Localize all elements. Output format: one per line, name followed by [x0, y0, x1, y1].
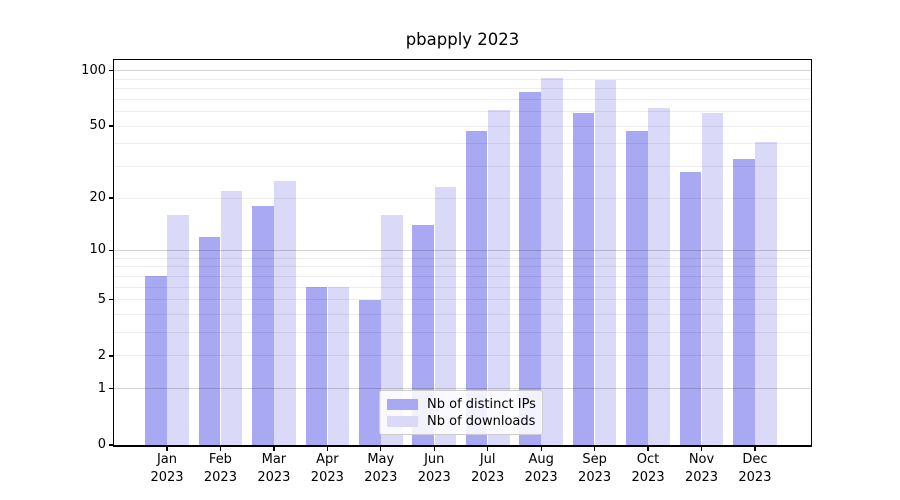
x-tick-label-apr: Apr 2023 — [310, 452, 344, 485]
x-tick-label-nov: Nov 2023 — [684, 452, 719, 485]
x-tick-label-jan: Jan 2023 — [150, 452, 184, 485]
legend-swatch-downloads — [387, 416, 418, 427]
bar-downloads-nov — [701, 112, 724, 445]
bar-distinct-ips-apr — [305, 287, 328, 445]
y-tick-mark-100 — [109, 70, 113, 72]
gridline-2 — [114, 355, 811, 357]
x-tick-label-feb: Feb 2023 — [203, 452, 237, 485]
gridline-100 — [114, 70, 811, 72]
y-tick-label-1: 1 — [97, 380, 106, 396]
y-tick-label-2: 2 — [97, 347, 106, 363]
x-tick-mark-mar — [273, 447, 275, 451]
x-tick-label-mar: Mar 2023 — [257, 452, 291, 485]
bar-downloads-jul — [488, 110, 510, 445]
gridline-40 — [114, 143, 811, 145]
gridline-7 — [114, 275, 811, 277]
gridline-10 — [114, 249, 811, 251]
bar-distinct-ips-oct — [626, 130, 648, 445]
bar-downloads-jan — [167, 215, 189, 445]
gridline-90 — [114, 78, 811, 80]
bar-distinct-ips-dec — [733, 158, 755, 445]
gridline-80 — [114, 88, 811, 89]
legend: Nb of distinct IPs Nb of downloads — [379, 390, 543, 435]
y-tick-label-20: 20 — [89, 190, 106, 205]
x-tick-mark-jul — [487, 447, 489, 451]
bar-downloads-sep — [594, 79, 617, 445]
bar-downloads-oct — [648, 107, 670, 445]
legend-row-downloads: Nb of downloads — [387, 413, 535, 430]
y-tick-mark-2 — [109, 355, 113, 357]
x-tick-mark-jun — [433, 447, 435, 451]
gridline-4 — [114, 313, 811, 315]
y-tick-label-50: 50 — [89, 118, 106, 134]
legend-swatch-distinct-ips — [387, 399, 418, 410]
x-tick-label-sep: Sep 2023 — [578, 452, 612, 485]
bar-downloads-feb — [220, 190, 243, 445]
plot-inner — [114, 60, 811, 445]
y-tick-mark-10 — [109, 249, 113, 252]
gridline-70 — [114, 98, 811, 100]
y-tick-label-0: 0 — [97, 437, 106, 452]
legend-label-downloads: Nb of downloads — [427, 414, 536, 429]
y-tick-label-5: 5 — [97, 291, 106, 307]
y-tick-label-100: 100 — [81, 62, 106, 78]
x-tick-mark-jan — [166, 447, 168, 451]
gridline-20 — [114, 197, 811, 199]
x-tick-label-dec: Dec 2023 — [738, 452, 772, 485]
y-tick-mark-50 — [109, 125, 113, 127]
bar-distinct-ips-jan — [145, 276, 167, 445]
bar-distinct-ips-feb — [198, 236, 221, 445]
x-tick-mark-feb — [219, 447, 222, 451]
gridline-9 — [114, 257, 811, 259]
gridline-5 — [114, 299, 811, 301]
gridline-3 — [114, 332, 811, 334]
y-tick-mark-5 — [109, 299, 113, 301]
gridline-6 — [114, 286, 811, 288]
x-tick-label-jul: Jul 2023 — [471, 452, 505, 485]
bar-downloads-apr — [327, 287, 350, 445]
y-tick-mark-0 — [109, 444, 113, 446]
y-tick-label-10: 10 — [89, 242, 106, 258]
x-tick-mark-oct — [647, 447, 649, 451]
gridline-60 — [114, 111, 811, 112]
bar-downloads-jun — [434, 187, 457, 445]
x-tick-label-jun: Jun 2023 — [417, 452, 451, 485]
gridline-1 — [114, 388, 811, 390]
x-tick-mark-apr — [326, 447, 329, 451]
gridline-8 — [114, 266, 811, 268]
x-tick-mark-may — [380, 447, 382, 451]
y-tick-mark-20 — [109, 197, 113, 199]
plot-area — [113, 59, 812, 447]
bar-distinct-ips-may — [359, 299, 381, 445]
x-tick-mark-aug — [540, 447, 542, 451]
x-tick-label-may: May 2023 — [364, 452, 398, 485]
x-tick-label-aug: Aug 2023 — [524, 452, 558, 485]
bar-distinct-ips-sep — [572, 112, 595, 445]
bar-downloads-may — [381, 215, 403, 445]
x-tick-mark-dec — [754, 447, 756, 451]
bar-downloads-dec — [755, 141, 777, 445]
bar-distinct-ips-nov — [679, 171, 702, 445]
chart-title: pbapply 2023 — [405, 30, 520, 49]
x-tick-mark-nov — [700, 447, 703, 451]
bar-distinct-ips-mar — [252, 206, 274, 445]
y-tick-mark-1 — [109, 388, 113, 390]
gridline-50 — [114, 125, 811, 127]
bar-downloads-aug — [541, 78, 563, 445]
legend-row-distinct-ips: Nb of distinct IPs — [387, 396, 536, 413]
bar-distinct-ips-jul — [465, 130, 488, 445]
bar-downloads-mar — [274, 180, 296, 445]
x-tick-mark-sep — [594, 447, 596, 451]
legend-label-distinct-ips: Nb of distinct IPs — [427, 397, 536, 412]
bar-distinct-ips-aug — [519, 91, 541, 445]
x-tick-label-oct: Oct 2023 — [631, 452, 665, 485]
gridline-30 — [114, 165, 811, 167]
